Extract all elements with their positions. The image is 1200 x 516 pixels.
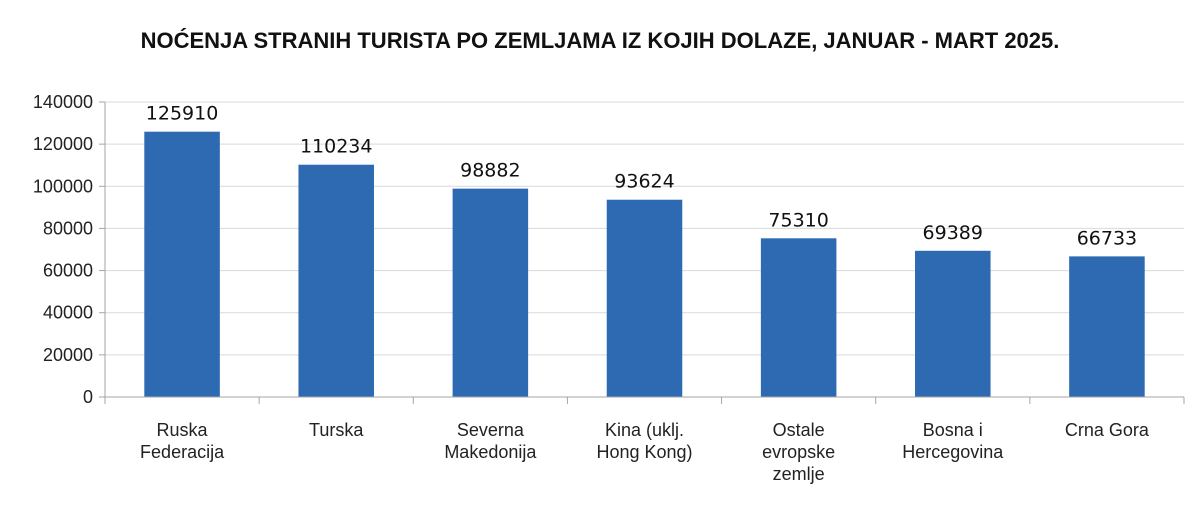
y-tick-label: 120000: [33, 134, 93, 154]
x-category-label-line: Hercegovina: [902, 442, 1004, 462]
x-category-label: Turska: [309, 420, 364, 440]
y-tick-label: 100000: [33, 176, 93, 196]
chart-title: NOĆENJA STRANIH TURISTA PO ZEMLJAMA IZ K…: [140, 28, 1060, 53]
data-label: 66733: [1077, 227, 1137, 249]
x-category-label-line: Severna: [457, 420, 525, 440]
data-label: 75310: [768, 209, 828, 231]
data-label: 93624: [614, 171, 674, 193]
y-tick-label: 0: [83, 387, 93, 407]
x-category-label-line: Federacija: [140, 442, 225, 462]
y-tick-label: 40000: [43, 303, 93, 323]
bar: [606, 199, 683, 397]
x-category-label-line: Makedonija: [444, 442, 537, 462]
x-category-label-line: Bosna i: [923, 420, 983, 440]
y-tick-label: 140000: [33, 92, 93, 112]
x-category-label: Ostale evropske zemlje: [762, 420, 835, 484]
bar: [760, 238, 837, 397]
data-labels: 125910 110234 98882 93624 75310 69389 66733: [146, 103, 1137, 250]
y-tick-label: 80000: [43, 218, 93, 238]
x-category-label-line: evropske: [762, 442, 835, 462]
data-label: 110234: [300, 136, 373, 158]
bar: [298, 164, 374, 397]
x-category-label: Severna Makedonija: [444, 420, 537, 462]
y-tick-label: 20000: [43, 345, 93, 365]
x-axis-labels: Ruska Federacija Turska Severna Makedonija Ki…: [140, 420, 1150, 484]
bars: [144, 131, 1145, 397]
data-label: 125910: [146, 103, 219, 125]
x-category-label: Kina (uklj. Hong Kong): [596, 420, 692, 462]
x-category-label: Crna Gora: [1065, 420, 1150, 440]
y-tick-label: 60000: [43, 261, 93, 281]
x-category-label: Bosna i Hercegovina: [902, 420, 1004, 462]
x-category-label: Ruska Federacija: [140, 420, 225, 462]
x-category-label-line: zemlje: [773, 464, 825, 484]
y-axis-ticks: 0 20000 40000 60000 80000 100000 120000 140000: [33, 92, 93, 407]
bar: [452, 188, 529, 397]
data-label: 69389: [923, 222, 983, 244]
x-category-label-line: Hong Kong): [596, 442, 692, 462]
x-category-label-line: Ostale: [773, 420, 825, 440]
bar: [915, 250, 991, 397]
x-category-label-line: Ruska: [157, 420, 209, 440]
axes: [99, 101, 1185, 404]
x-category-label-line: Crna Gora: [1065, 420, 1150, 440]
data-label: 98882: [460, 160, 520, 182]
bar: [1069, 256, 1145, 397]
x-category-label-line: Kina (uklj.: [605, 420, 684, 440]
bar: [144, 131, 220, 397]
x-category-label-line: Turska: [309, 420, 364, 440]
